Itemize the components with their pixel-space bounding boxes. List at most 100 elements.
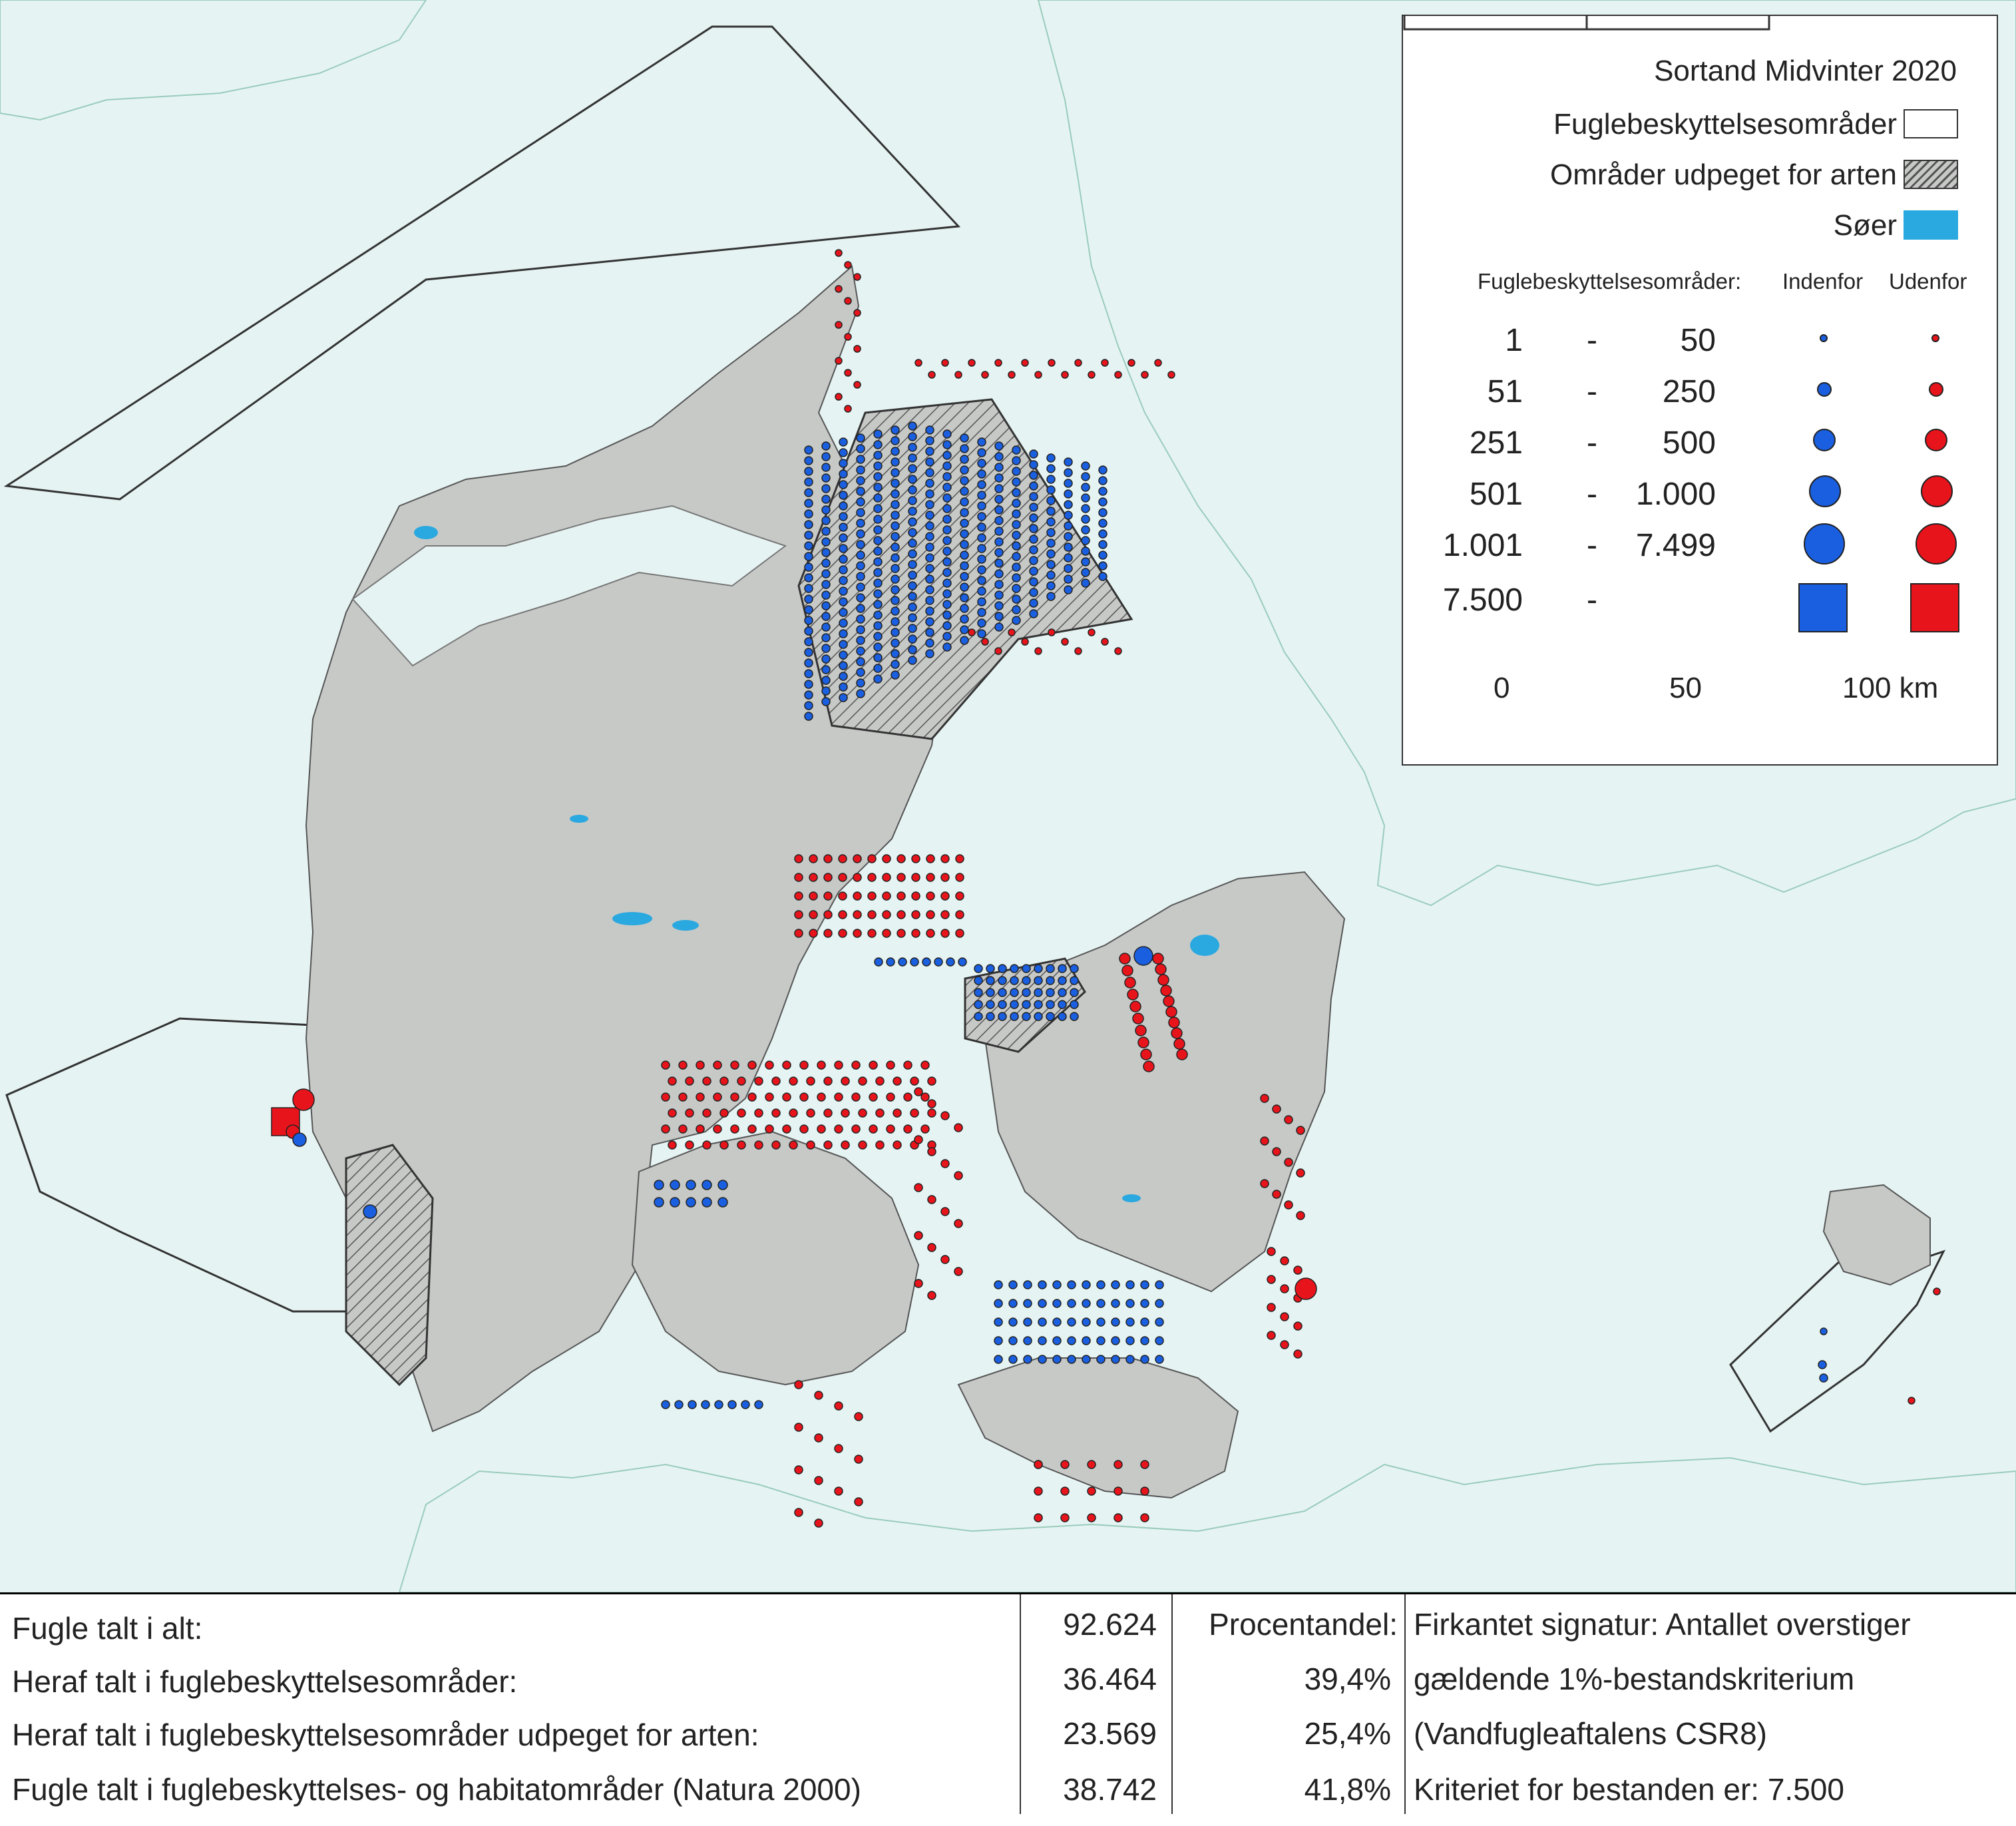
observation-point-outside	[914, 1087, 923, 1096]
observation-point-inside	[821, 463, 831, 472]
observation-point-outside	[1008, 628, 1016, 636]
legend-symbol-inside-6	[1798, 583, 1848, 632]
observation-point-inside	[873, 525, 883, 535]
observation-point-inside	[1029, 588, 1038, 597]
observation-point-outside	[685, 1108, 694, 1118]
observation-point-inside	[873, 653, 883, 662]
observation-point-inside	[942, 483, 952, 492]
observation-point-inside	[1081, 483, 1090, 492]
observation-point-outside	[1060, 1513, 1070, 1522]
observation-point-inside	[946, 957, 955, 967]
observation-point-outside	[834, 1401, 843, 1411]
observation-point-inside	[1125, 1336, 1135, 1345]
observation-point-outside	[794, 929, 803, 938]
observation-point-inside	[934, 957, 943, 967]
observation-point-outside	[1280, 1340, 1289, 1349]
observation-point-inside	[856, 657, 865, 666]
observation-point-inside	[994, 495, 1004, 504]
observation-point-inside	[1029, 609, 1038, 618]
observation-point-inside	[839, 608, 848, 617]
observation-point-outside	[893, 1140, 902, 1150]
observation-point-inside	[821, 612, 831, 621]
observation-point-outside	[914, 1279, 923, 1288]
observation-point-inside	[994, 452, 1004, 461]
observation-point-inside	[1034, 1000, 1043, 1009]
observation-point-outside	[940, 929, 950, 938]
observation-point-outside	[869, 1060, 878, 1070]
observation-point-outside	[823, 929, 833, 938]
observation-point-outside	[678, 1060, 688, 1070]
observation-point-outside	[838, 910, 847, 919]
observation-point-inside	[908, 507, 917, 516]
observation-point-outside	[809, 873, 818, 882]
observation-point-outside	[1168, 1017, 1180, 1028]
observation-point-inside	[1058, 976, 1067, 985]
observation-point-inside	[1082, 1336, 1091, 1345]
observation-point-inside	[994, 473, 1004, 483]
observation-point-outside	[927, 1291, 936, 1300]
legend-header-outside: Udenfor	[1889, 269, 1967, 294]
observation-point-inside	[986, 1012, 995, 1021]
observation-point-inside	[1023, 1280, 1032, 1289]
observation-point-inside	[804, 594, 813, 604]
observation-point-inside	[1046, 453, 1056, 463]
observation-point-outside	[875, 1108, 885, 1118]
observation-point-inside	[942, 472, 952, 481]
legend-protection-areas-label: Fuglebeskyttelsesområder	[1553, 108, 1897, 140]
stats-row-3-label: Heraf talt i fuglebeskyttelsesområder ud…	[12, 1717, 759, 1752]
observation-point-inside	[908, 613, 917, 622]
observation-point-inside	[821, 537, 831, 547]
observation-point-outside	[838, 929, 847, 938]
legend-symbol-inside-5	[1804, 523, 1845, 565]
observation-point-inside	[1140, 1317, 1149, 1327]
observation-point-inside	[821, 590, 831, 600]
observation-point-outside	[702, 1108, 711, 1118]
observation-point-outside	[968, 628, 976, 636]
observation-point-inside	[977, 618, 986, 628]
observation-point-outside	[782, 1092, 791, 1102]
observation-point-inside	[1046, 976, 1055, 985]
designated-area-wadden	[345, 1144, 434, 1387]
observation-point-inside	[925, 574, 934, 584]
observation-point-outside	[814, 1476, 823, 1485]
observation-point-outside	[1140, 1048, 1152, 1060]
observation-point-inside	[839, 533, 848, 543]
observation-point-inside	[925, 521, 934, 531]
observation-point-outside	[823, 873, 833, 882]
observation-point-inside	[804, 626, 813, 636]
observation-point-inside	[873, 493, 883, 503]
observation-point-inside	[1064, 479, 1073, 488]
observation-point-outside	[1114, 647, 1122, 655]
observation-point-inside	[1081, 578, 1090, 588]
observation-point-inside	[873, 429, 883, 439]
observation-point-outside	[914, 1231, 923, 1240]
observation-point-outside	[754, 1140, 763, 1150]
observation-point-inside	[1046, 507, 1056, 516]
observation-point-inside	[925, 617, 934, 626]
observation-point-inside	[1012, 499, 1021, 508]
observation-point-outside	[875, 1140, 885, 1150]
observation-point-outside	[903, 1092, 912, 1102]
observation-point-inside	[1046, 988, 1055, 997]
observation-point-outside	[1061, 371, 1069, 379]
observation-point-outside	[1160, 985, 1172, 997]
observation-point-inside	[891, 425, 900, 435]
observation-point-inside	[1096, 1280, 1106, 1289]
observation-point-inside	[1012, 594, 1021, 604]
observation-point-inside	[1008, 1299, 1018, 1308]
observation-point-inside	[804, 509, 813, 519]
observation-point-inside	[960, 561, 969, 571]
observation-point-inside	[960, 497, 969, 507]
observation-point-inside	[1046, 964, 1055, 973]
observation-point-inside	[908, 485, 917, 495]
observation-point-inside	[891, 489, 900, 499]
observation-point-inside	[998, 964, 1007, 973]
observation-point-inside	[942, 536, 952, 545]
observation-point-inside	[942, 642, 952, 652]
observation-point-outside	[1296, 1211, 1305, 1220]
stats-row-1-value: 92.624	[1063, 1607, 1157, 1642]
observation-point-outside	[737, 1076, 746, 1086]
observation-point-inside	[1029, 567, 1038, 576]
observation-point-outside	[914, 1135, 923, 1144]
observation-point-inside	[1012, 541, 1021, 551]
